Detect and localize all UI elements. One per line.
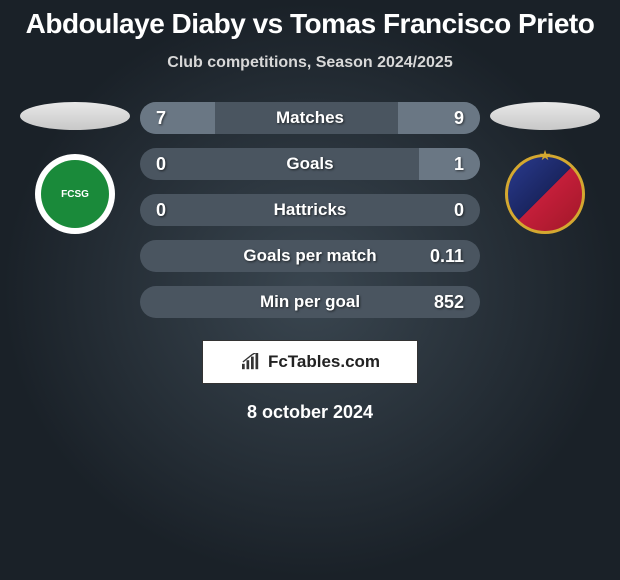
right-player-col: ★ (490, 102, 600, 234)
stat-fill-right (398, 102, 480, 134)
watermark-text: FcTables.com (268, 352, 380, 372)
stat-value-right: 9 (454, 108, 464, 129)
subtitle: Club competitions, Season 2024/2025 (12, 54, 608, 72)
stat-bar: 0 Goals 1 (140, 148, 480, 180)
stat-fill-left (140, 102, 215, 134)
stats-column: 7 Matches 9 0 Goals 1 0 Hattricks 0 Goals per mat… (140, 102, 480, 318)
stat-value-right: 0.11 (430, 246, 464, 267)
stat-value-left: 7 (156, 108, 166, 129)
stat-bar: 7 Matches 9 (140, 102, 480, 134)
stat-bar: Min per goal 852 (140, 286, 480, 318)
page-title: Abdoulaye Diaby vs Tomas Francisco Priet… (12, 8, 608, 40)
star-icon: ★ (539, 147, 552, 164)
left-club-short: FCSG (61, 189, 89, 200)
right-club-badge: ★ (505, 154, 585, 234)
left-club-badge: FCSG (35, 154, 115, 234)
chart-icon (240, 353, 262, 371)
stat-label: Goals (286, 154, 333, 174)
date-line: 8 october 2024 (12, 402, 608, 423)
watermark: FcTables.com (202, 340, 418, 384)
left-player-photo (20, 102, 130, 130)
stat-bar: 0 Hattricks 0 (140, 194, 480, 226)
left-player-col: FCSG (20, 102, 130, 234)
stat-label: Goals per match (243, 246, 376, 266)
stat-label: Matches (276, 108, 344, 128)
stat-value-right: 1 (454, 154, 464, 175)
comparison-row: FCSG 7 Matches 9 0 Goals 1 0 Hattricks 0 Goals pe… (12, 102, 608, 318)
stat-fill-right (419, 148, 480, 180)
left-club-badge-text: FCSG (41, 160, 109, 228)
stat-value-right: 852 (434, 292, 464, 313)
stat-bar: Goals per match 0.11 (140, 240, 480, 272)
stat-value-right: 0 (454, 200, 464, 221)
stat-label: Min per goal (260, 292, 360, 312)
stat-label: Hattricks (274, 200, 347, 220)
right-player-photo (490, 102, 600, 130)
stat-value-left: 0 (156, 200, 166, 221)
stat-value-left: 0 (156, 154, 166, 175)
